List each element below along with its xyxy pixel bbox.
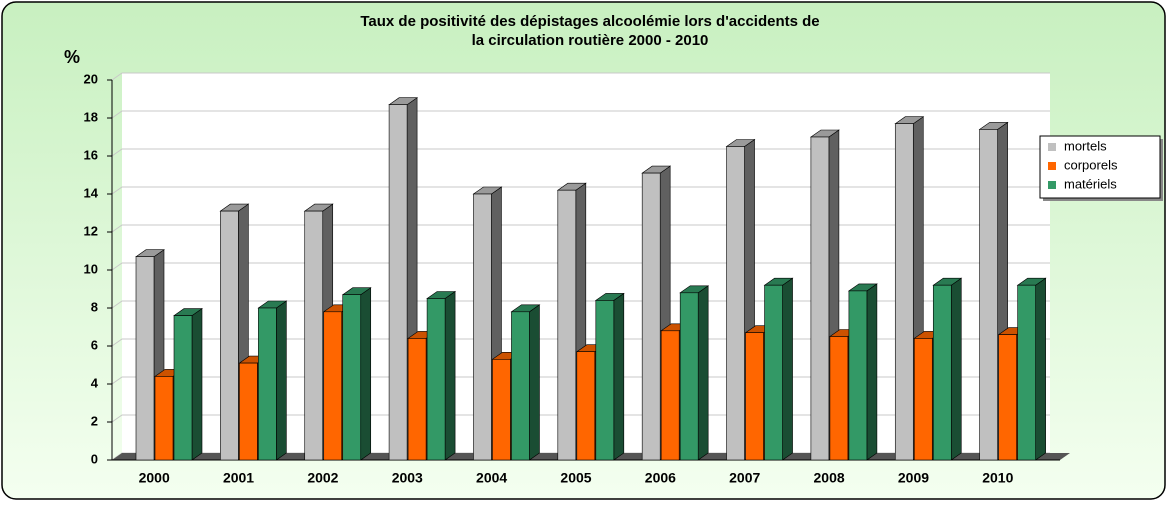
bar (979, 129, 998, 461)
bar (641, 172, 661, 461)
bar-side (360, 287, 372, 461)
y-tick-label: 4 (91, 375, 99, 390)
bar (154, 376, 174, 461)
bar (323, 311, 343, 461)
bar-side (950, 277, 962, 461)
bar (473, 193, 492, 461)
bar (407, 338, 427, 461)
legend (1039, 135, 1161, 199)
bar-side (697, 285, 709, 461)
legend-swatch (1048, 143, 1056, 151)
bar (595, 300, 615, 461)
chart-title: la circulation routière 2000 - 2010 (472, 32, 709, 49)
y-tick-label: 6 (91, 337, 98, 352)
legend-label: matériels (1064, 176, 1117, 191)
bar (239, 362, 258, 461)
bar (342, 294, 362, 461)
bar (764, 284, 783, 461)
y-tick-label: 20 (84, 71, 98, 86)
bar-side (866, 283, 878, 461)
bar (258, 307, 277, 461)
bar (304, 210, 324, 461)
y-tick-label: 10 (84, 261, 98, 276)
y-tick-label: 0 (91, 451, 98, 466)
x-tick-label: 2003 (392, 470, 423, 486)
bar-side (191, 308, 203, 461)
y-tick-label: 2 (91, 413, 98, 428)
x-tick-label: 2004 (476, 470, 507, 486)
y-tick-label: 12 (84, 223, 98, 238)
bar-side (276, 300, 287, 461)
y-tick-label: 16 (84, 147, 98, 162)
bar (660, 330, 680, 461)
legend-swatch (1048, 162, 1056, 170)
bar-side (529, 304, 540, 461)
chart-title: Taux de positivité des dépistages alcool… (360, 13, 819, 30)
bar (388, 104, 408, 461)
bar (932, 284, 952, 461)
legend-label: mortels (1064, 138, 1107, 153)
bar (810, 136, 830, 461)
legend-swatch (1048, 181, 1056, 189)
y-axis-label: % (64, 47, 80, 67)
bar (576, 351, 596, 461)
bar (492, 358, 511, 461)
grid-line (111, 72, 1050, 81)
grid-line (111, 110, 1050, 119)
bar (894, 123, 914, 461)
bar (745, 332, 764, 461)
bar (913, 338, 933, 461)
bar (679, 292, 699, 461)
bar-side (613, 292, 625, 461)
bar (1017, 284, 1036, 461)
legend-label: corporels (1064, 157, 1118, 172)
bar (557, 189, 577, 461)
bar (173, 315, 193, 461)
x-tick-label: 2008 (814, 470, 845, 486)
bar-side (782, 277, 793, 461)
x-tick-label: 2001 (223, 470, 254, 486)
x-tick-label: 2000 (139, 470, 170, 486)
y-tick-label: 18 (84, 109, 98, 124)
x-tick-label: 2005 (560, 470, 591, 486)
x-tick-label: 2009 (898, 470, 929, 486)
bar (135, 256, 155, 461)
x-tick-label: 2007 (729, 470, 760, 486)
bar (426, 298, 446, 461)
bar (726, 146, 745, 461)
x-tick-label: 2010 (982, 470, 1013, 486)
bar (998, 334, 1017, 461)
bar-side (444, 290, 456, 461)
bar (848, 290, 868, 461)
y-tick-label: 8 (91, 299, 98, 314)
bar (511, 311, 530, 461)
x-tick-label: 2006 (645, 470, 676, 486)
bar-side (1035, 277, 1046, 461)
y-tick-label: 14 (84, 185, 99, 200)
bar (220, 210, 239, 461)
bar (829, 336, 849, 461)
x-tick-label: 2002 (307, 470, 338, 486)
